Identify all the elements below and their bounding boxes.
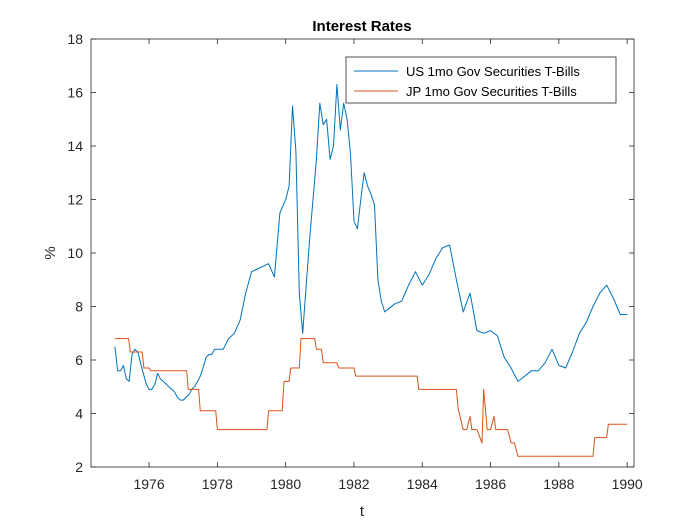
legend: US 1mo Gov Securities T-Bills JP 1mo Gov …: [345, 56, 617, 104]
y-tick-label: 16: [67, 85, 83, 101]
x-tick-label: 1980: [270, 476, 301, 492]
x-tick-label: 1984: [407, 476, 438, 492]
x-tick-label: 1990: [612, 476, 643, 492]
y-tick-label: 10: [67, 245, 83, 261]
x-tick-label: 1986: [475, 476, 506, 492]
x-tick-label: 1976: [133, 476, 164, 492]
legend-label: US 1mo Gov Securities T-Bills: [406, 64, 580, 79]
y-tick-label: 8: [75, 299, 83, 315]
plot-area: [91, 39, 634, 467]
y-tick-label: 6: [75, 352, 83, 368]
series-line-us: [114, 84, 628, 401]
y-tick-label: 12: [67, 192, 83, 208]
x-axis-label: t: [360, 503, 365, 520]
legend-label: JP 1mo Gov Securities T-Bills: [406, 84, 577, 99]
y-tick-label: 2: [75, 459, 83, 475]
y-tick-label: 4: [75, 406, 83, 422]
x-tick-label: 1988: [543, 476, 574, 492]
series-line-jp: [114, 338, 628, 457]
series-layer: [114, 84, 628, 457]
x-tick-label: 1978: [202, 476, 233, 492]
y-tick-label: 14: [67, 138, 83, 154]
y-tick-label: 18: [67, 31, 83, 47]
x-tick-label: 1982: [338, 476, 369, 492]
tick-layer: 1976 1978 1980 1982 1984 1986 1988 1990 2 4 6 8 10 12…: [67, 31, 643, 492]
y-axis-label: %: [42, 246, 59, 259]
chart-title: Interest Rates: [312, 18, 411, 35]
legend-box: [345, 56, 617, 104]
